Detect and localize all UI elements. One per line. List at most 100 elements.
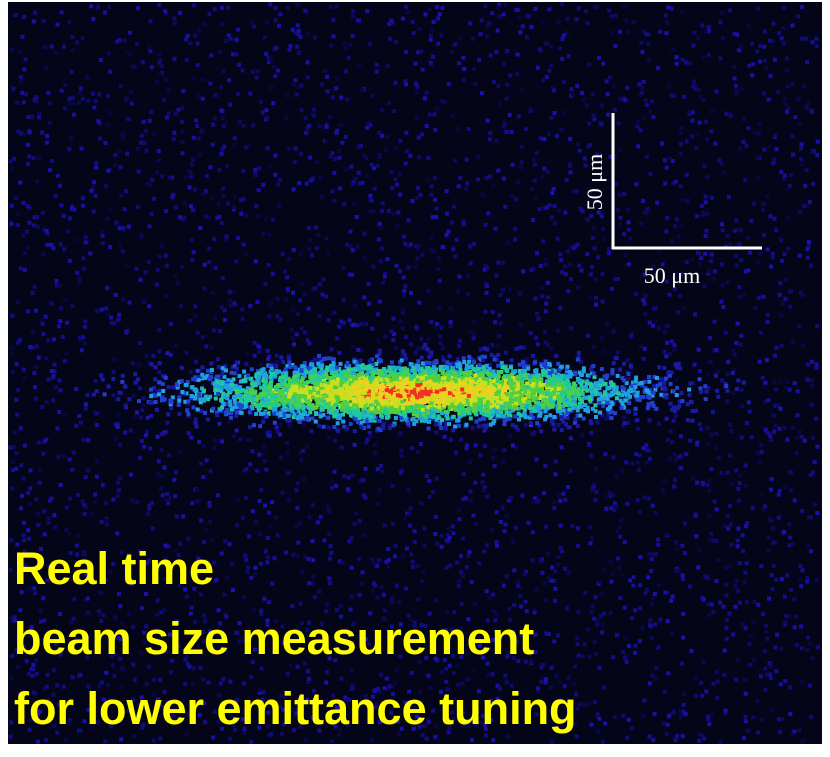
pixel: [746, 729, 750, 733]
pixel: [75, 271, 79, 275]
pixel: [109, 207, 113, 211]
pixel: [449, 320, 453, 324]
pixel: [720, 379, 724, 383]
pixel: [89, 4, 93, 8]
pixel: [387, 209, 391, 213]
pixel: [395, 223, 399, 227]
pixel: [538, 48, 542, 52]
pixel: [763, 59, 767, 63]
pixel: [705, 576, 709, 580]
pixel: [341, 560, 345, 564]
pixel: [104, 671, 108, 675]
pixel: [612, 330, 616, 334]
pixel: [704, 690, 708, 694]
pixel: [771, 526, 775, 530]
pixel: [768, 74, 772, 78]
pixel: [681, 198, 685, 202]
pixel: [496, 84, 500, 88]
pixel: [643, 211, 647, 215]
pixel: [423, 343, 427, 347]
pixel: [715, 696, 719, 700]
pixel: [764, 630, 768, 634]
pixel: [499, 293, 503, 297]
pixel: [536, 342, 540, 346]
pixel: [506, 241, 510, 245]
pixel: [614, 474, 618, 478]
pixel: [144, 129, 148, 133]
pixel: [251, 70, 255, 74]
pixel: [469, 330, 473, 334]
pixel: [468, 245, 472, 249]
pixel: [698, 369, 702, 373]
pixel: [630, 333, 634, 337]
pixel: [41, 332, 45, 336]
pixel: [484, 310, 488, 314]
pixel: [119, 737, 123, 741]
pixel: [155, 80, 159, 84]
pixel: [594, 652, 598, 656]
pixel: [23, 251, 27, 255]
pixel: [721, 36, 725, 40]
pixel: [264, 217, 268, 221]
pixel: [344, 70, 348, 74]
pixel: [150, 65, 154, 69]
pixel: [147, 45, 151, 49]
pixel: [527, 521, 531, 525]
pixel: [318, 314, 322, 318]
pixel: [298, 522, 302, 526]
pixel: [424, 13, 428, 17]
pixel: [808, 200, 812, 204]
pixel: [571, 189, 575, 193]
pixel: [216, 493, 220, 497]
pixel: [118, 243, 122, 247]
pixel: [665, 216, 669, 220]
pixel: [404, 335, 408, 339]
pixel: [34, 99, 38, 103]
pixel: [562, 33, 566, 37]
pixel: [694, 694, 698, 698]
pixel: [416, 257, 420, 261]
pixel: [14, 451, 18, 455]
pixel: [427, 479, 431, 483]
pixel: [26, 309, 30, 313]
pixel: [299, 152, 303, 156]
pixel: [795, 436, 799, 440]
pixel: [52, 513, 56, 517]
pixel: [815, 362, 819, 366]
pixel: [16, 341, 20, 345]
pixel: [394, 346, 398, 350]
pixel: [167, 111, 171, 115]
pixel: [520, 160, 524, 164]
pixel: [402, 235, 406, 239]
pixel: [211, 123, 215, 127]
pixel: [545, 41, 549, 45]
pixel: [792, 730, 796, 734]
pixel: [678, 294, 682, 298]
pixel: [70, 70, 74, 74]
pixel: [256, 69, 260, 73]
pixel: [327, 576, 331, 580]
pixel: [272, 65, 276, 69]
pixel: [394, 40, 398, 44]
pixel: [696, 37, 700, 41]
pixel: [101, 483, 105, 487]
pixel: [640, 91, 644, 95]
pixel: [94, 161, 98, 165]
pixel: [9, 721, 13, 725]
pixel: [11, 87, 15, 91]
pixel: [345, 243, 349, 247]
pixel: [140, 408, 144, 412]
pixel: [51, 376, 55, 380]
pixel: [608, 75, 612, 79]
pixel: [291, 28, 295, 32]
pixel: [766, 313, 770, 317]
pixel: [208, 520, 212, 524]
pixel: [414, 351, 418, 355]
pixel: [440, 545, 444, 549]
pixel: [30, 674, 34, 678]
pixel: [784, 277, 788, 281]
pixel: [45, 66, 49, 70]
pixel: [244, 558, 248, 562]
pixel: [433, 176, 437, 180]
